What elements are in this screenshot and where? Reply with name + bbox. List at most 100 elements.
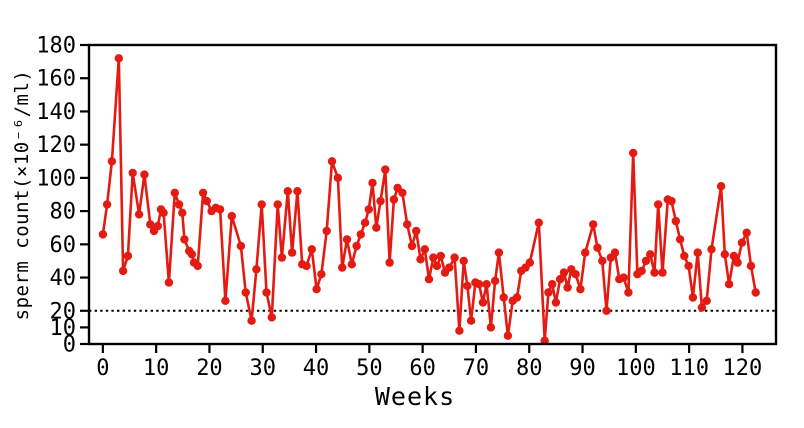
- data-point: [737, 238, 747, 247]
- data-point: [215, 205, 225, 214]
- data-point: [432, 261, 442, 271]
- x-axis-title: Weeks: [374, 382, 456, 411]
- data-point: [114, 54, 124, 63]
- data-point: [385, 258, 394, 267]
- data-point: [283, 187, 292, 196]
- data-point: [187, 250, 197, 259]
- data-point: [360, 218, 370, 227]
- data-point: [368, 178, 377, 188]
- data-point: [593, 243, 602, 252]
- data-point: [342, 235, 352, 244]
- data-point: [164, 278, 174, 287]
- data-point: [134, 210, 144, 219]
- data-point: [654, 200, 663, 209]
- data-point: [619, 273, 628, 282]
- data-point: [178, 208, 187, 217]
- data-point: [563, 283, 572, 292]
- data-point: [598, 256, 607, 266]
- data-point: [466, 316, 476, 325]
- data-point: [123, 251, 133, 261]
- data-point: [667, 196, 676, 206]
- data-point: [641, 256, 651, 266]
- data-point: [333, 173, 343, 183]
- y-tick-label: 140: [36, 100, 76, 125]
- data-point: [420, 245, 429, 254]
- data-point: [680, 251, 689, 261]
- data-point: [146, 220, 155, 229]
- data-point: [202, 196, 211, 206]
- data-point: [322, 226, 331, 236]
- data-point: [180, 235, 189, 244]
- x-tick-label: 90: [569, 356, 596, 381]
- data-point: [551, 298, 561, 307]
- y-axis-title: sperm count(×10⁻⁶/ml): [11, 69, 33, 321]
- x-tick-label: 40: [303, 356, 330, 381]
- y-tick-label: 160: [36, 67, 76, 92]
- x-tick-label: 30: [249, 356, 276, 381]
- data-point: [293, 187, 302, 196]
- data-point: [236, 241, 246, 251]
- data-point: [193, 261, 202, 271]
- data-point: [490, 276, 500, 286]
- data-point: [429, 253, 438, 262]
- data-point: [581, 248, 590, 257]
- data-point: [559, 268, 569, 277]
- data-point: [610, 248, 620, 257]
- data-point: [534, 218, 543, 227]
- data-point: [376, 196, 385, 206]
- data-point: [671, 216, 680, 226]
- data-point: [675, 235, 685, 244]
- data-line: [101, 56, 758, 343]
- data-points: [98, 54, 760, 345]
- data-point: [571, 270, 580, 279]
- data-point: [424, 275, 434, 284]
- y-tick-label: 10: [50, 316, 77, 341]
- data-point: [153, 221, 162, 231]
- data-point: [512, 293, 522, 302]
- data-point: [646, 250, 655, 259]
- data-point: [544, 288, 553, 297]
- data-point: [262, 288, 271, 297]
- y-tick-label: 20: [50, 299, 77, 324]
- data-point: [455, 326, 464, 335]
- data-point: [312, 285, 321, 294]
- data-point: [159, 208, 168, 217]
- data-point: [436, 251, 445, 261]
- data-point: [716, 182, 726, 191]
- data-point: [555, 275, 565, 284]
- data-point: [302, 261, 311, 271]
- data-point: [650, 268, 659, 277]
- data-point: [407, 241, 417, 251]
- data-point: [128, 168, 137, 178]
- y-tick-label: 100: [36, 166, 76, 191]
- data-point: [637, 266, 646, 276]
- data-point: [102, 200, 112, 209]
- data-point: [307, 245, 316, 254]
- data-point: [494, 248, 504, 257]
- x-tick-label: 20: [196, 356, 223, 381]
- data-point: [241, 288, 250, 297]
- data-point: [540, 336, 549, 345]
- x-tick-label: 80: [516, 356, 543, 381]
- plot-area-border: [87, 43, 778, 346]
- data-point: [287, 248, 297, 257]
- data-point: [273, 200, 282, 209]
- data-point: [548, 280, 557, 289]
- data-point: [389, 195, 399, 204]
- data-point: [724, 280, 734, 289]
- data-point: [347, 260, 356, 269]
- data-point: [221, 296, 230, 305]
- data-point: [372, 223, 381, 232]
- data-point: [684, 261, 693, 271]
- y-tick-label: 60: [50, 233, 77, 258]
- data-point: [403, 220, 412, 229]
- x-tick-label: 0: [96, 356, 109, 381]
- data-point: [277, 253, 287, 262]
- data-point: [729, 251, 739, 261]
- data-point: [742, 228, 751, 237]
- data-point: [445, 263, 454, 272]
- data-point: [629, 148, 638, 158]
